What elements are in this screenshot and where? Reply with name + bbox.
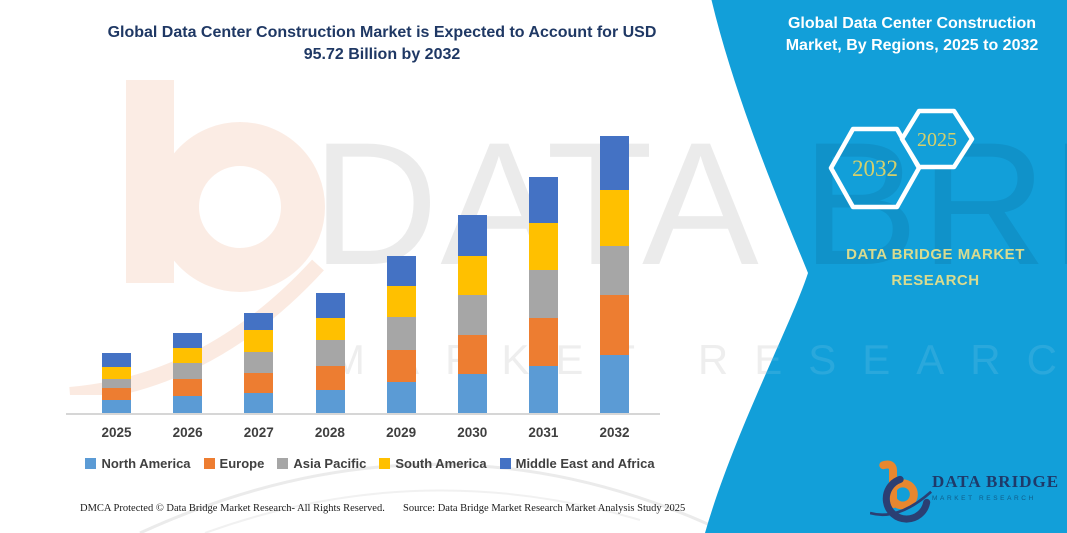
legend-label: Europe: [219, 456, 265, 471]
x-axis-line: [66, 413, 660, 415]
x-axis-label-2032: 2032: [599, 425, 630, 440]
bar-segment-2032-middle-east-and-africa: [600, 136, 630, 190]
bar-2025: [102, 353, 131, 413]
bar-segment-2031-middle-east-and-africa: [528, 176, 558, 223]
bar-segment-2032-asia-pacific: [600, 246, 630, 295]
bar-segment-2026-north-america: [173, 395, 203, 413]
bar-segment-2029-asia-pacific: [386, 316, 416, 350]
bar-segment-2030-middle-east-and-africa: [457, 215, 487, 257]
legend-item-europe: Europe: [203, 456, 265, 471]
chart-title-line1: Global Data Center Construction Market i…: [107, 24, 657, 41]
bar-segment-2032-south-america: [600, 189, 630, 247]
year-hexagons: 2032 2025: [825, 103, 985, 215]
x-axis-label-2026: 2026: [172, 425, 203, 440]
x-axis-label-2028: 2028: [314, 425, 345, 440]
legend-swatch: [379, 458, 391, 469]
bar-segment-2025-north-america: [102, 400, 131, 413]
x-axis-label-2030: 2030: [457, 425, 488, 440]
legend-item-south-america: South America: [379, 456, 487, 471]
footer-dmca-text: DMCA Protected © Data Bridge Market Rese…: [80, 503, 385, 514]
legend-item-north-america: North America: [85, 456, 191, 471]
bar-segment-2029-europe: [386, 349, 416, 383]
bar-segment-2025-europe: [102, 387, 131, 401]
bar-segment-2027-middle-east-and-africa: [244, 312, 274, 331]
bar-segment-2031-asia-pacific: [528, 269, 558, 318]
bar-2031: [528, 176, 558, 414]
bar-segment-2030-north-america: [457, 373, 487, 414]
legend-swatch: [203, 458, 215, 469]
legend-label: North America: [101, 456, 191, 471]
bar-segment-2029-north-america: [386, 382, 416, 413]
hexagon-2025-label: 2025: [917, 129, 957, 151]
bar-segment-2030-europe: [457, 334, 487, 374]
databridge-logo: DATA BRIDGE MARKET RESEARCH: [870, 452, 1060, 527]
bar-segment-2027-asia-pacific: [244, 351, 274, 374]
bar-segment-2027-europe: [244, 373, 274, 394]
logo-name: DATA BRIDGE: [932, 472, 1060, 491]
bar-2026: [173, 332, 203, 413]
bar-segment-2027-north-america: [244, 393, 274, 414]
logo-subtitle: MARKET RESEARCH: [932, 495, 1036, 502]
x-axis-label-2025: 2025: [101, 425, 132, 440]
panel-title: Global Data Center Construction Market, …: [762, 13, 1062, 56]
panel-brand-line1: DATA BRIDGE MARKET: [846, 246, 1025, 263]
chart-legend: North America Europe Asia Pacific South Ame…: [58, 456, 682, 471]
bar-segment-2025-south-america: [102, 366, 131, 380]
chart-title: Global Data Center Construction Market i…: [62, 22, 702, 65]
panel-brand-line2: RESEARCH: [891, 272, 980, 289]
bar-2027: [244, 312, 274, 414]
bar-segment-2032-north-america: [600, 355, 630, 413]
legend-item-asia-pacific: Asia Pacific: [277, 456, 366, 471]
bar-segment-2031-south-america: [528, 222, 558, 270]
bar-segment-2029-middle-east-and-africa: [386, 256, 416, 287]
bar-segment-2025-asia-pacific: [102, 379, 131, 388]
chart-title-line2: 95.72 Billion by 2032: [303, 45, 461, 63]
bar-segment-2026-europe: [173, 378, 203, 396]
bar-segment-2028-south-america: [315, 318, 345, 341]
legend-label: Asia Pacific: [293, 456, 367, 471]
bar-segment-2026-asia-pacific: [173, 362, 203, 379]
panel-title-line1: Global Data Center Construction: [787, 15, 1037, 32]
bar-segment-2029-south-america: [386, 286, 416, 317]
bar-2029: [386, 256, 416, 413]
bar-segment-2030-asia-pacific: [457, 295, 487, 335]
bar-segment-2025-middle-east-and-africa: [102, 353, 131, 367]
legend-label: Middle East and Africa: [515, 456, 655, 471]
legend-item-middle-east-and-africa: Middle East and Africa: [499, 456, 655, 471]
bar-2028: [315, 293, 345, 413]
bar-segment-2028-middle-east-and-africa: [315, 293, 345, 319]
legend-swatch: [499, 458, 511, 469]
bar-segment-2028-asia-pacific: [315, 340, 345, 366]
bar-segment-2028-north-america: [315, 389, 345, 413]
bar-segment-2026-middle-east-and-africa: [173, 332, 203, 348]
panel-title-line2: Market, By Regions, 2025 to 2032: [785, 36, 1039, 54]
panel-brand-text: DATA BRIDGE MARKET RESEARCH: [818, 242, 1053, 294]
bar-segment-2026-south-america: [173, 347, 203, 363]
databridge-b-icon: [870, 454, 932, 526]
bar-segment-2028-europe: [315, 365, 345, 390]
bar-2032: [600, 136, 630, 413]
bar-segment-2032-europe: [600, 294, 630, 356]
legend-swatch: [277, 458, 289, 469]
x-axis-label-2027: 2027: [243, 425, 274, 440]
footer-source-text: Source: Data Bridge Market Research Mark…: [403, 503, 686, 514]
hexagon-2032-label: 2032: [852, 156, 898, 181]
hexagon-2025: [902, 111, 972, 167]
x-axis-label-2031: 2031: [528, 425, 559, 440]
bar-segment-2027-south-america: [244, 330, 274, 352]
bar-segment-2031-europe: [528, 317, 558, 367]
bar-2030: [457, 215, 487, 414]
legend-swatch: [85, 458, 97, 469]
bar-segment-2030-south-america: [457, 256, 487, 296]
bar-segment-2031-north-america: [528, 366, 558, 414]
legend-label: South America: [395, 456, 487, 471]
x-axis-label-2029: 2029: [386, 425, 417, 440]
